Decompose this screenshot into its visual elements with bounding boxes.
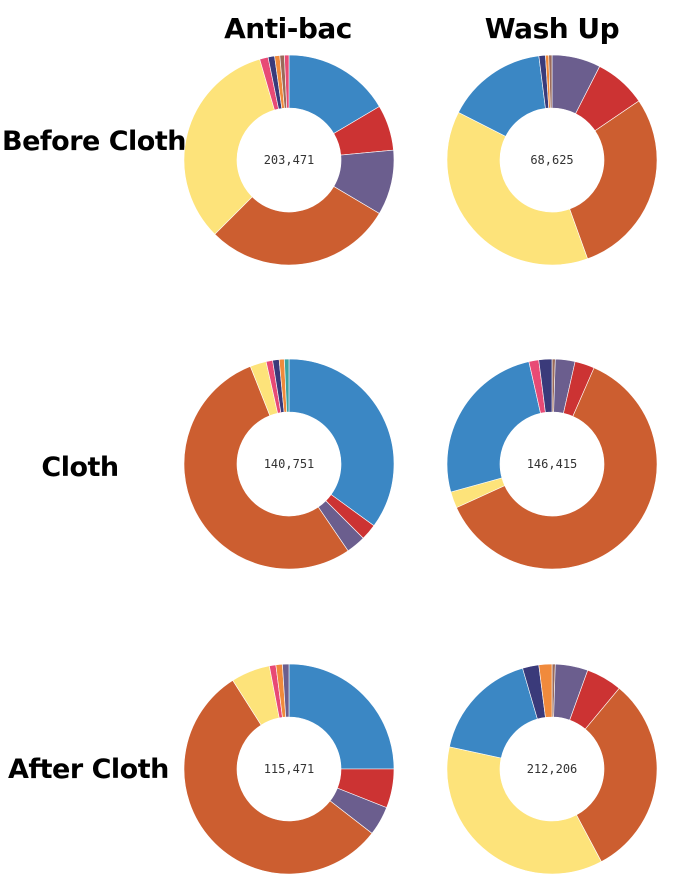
slice-wash-up-cloth-5-blue [446,361,541,493]
center-total-anti-bac-before-cloth: 203,471 [264,153,315,167]
row-label-before-cloth: Before Cloth [2,126,186,157]
donut-chart-anti-bac-after-cloth: 115,471 [183,663,395,875]
slice-anti-bac-after-cloth-7-purple [282,663,290,718]
slice-anti-bac-cloth-3-orange [183,365,349,570]
slice-wash-up-cloth-7-navy [538,358,553,413]
slice-anti-bac-before-cloth-9-pink [284,54,290,109]
column-header-wash-up: Wash Up [484,12,620,45]
center-total-wash-up-cloth: 146,415 [527,457,578,471]
slice-anti-bac-before-cloth-3-orange [214,186,380,266]
row-label-after-cloth: After Cloth [8,754,169,785]
donut-chart-wash-up-before-cloth: 68,625 [446,54,658,266]
donut-chart-wash-up-cloth: 146,415 [446,358,658,570]
slice-wash-up-before-cloth-7-brown [548,54,553,109]
center-total-anti-bac-after-cloth: 115,471 [264,762,315,776]
slice-anti-bac-after-cloth-0-blue [288,663,395,770]
slice-wash-up-after-cloth-5-blue [449,667,538,759]
slice-wash-up-after-cloth-4-yellow [446,746,602,875]
slice-wash-up-after-cloth-3-orange [576,687,658,863]
center-total-anti-bac-cloth: 140,751 [264,457,315,471]
center-total-wash-up-before-cloth: 68,625 [530,153,573,167]
donut-chart-anti-bac-cloth: 140,751 [183,358,395,570]
slice-wash-up-cloth-3-orange [456,367,658,570]
center-total-wash-up-after-cloth: 212,206 [527,762,578,776]
slice-wash-up-before-cloth-3-yellow [446,111,588,266]
slice-anti-bac-cloth-8-teal [284,358,290,413]
slice-anti-bac-after-cloth-3-orange [183,679,373,875]
slice-wash-up-after-cloth-7-lightorange [538,663,553,718]
column-header-anti-bac: Anti-bac [224,12,352,45]
donut-chart-wash-up-after-cloth: 212,206 [446,663,658,875]
slice-anti-bac-cloth-0-blue [288,358,395,527]
row-label-cloth: Cloth [41,452,119,483]
donut-chart-anti-bac-before-cloth: 203,471 [183,54,395,266]
slice-wash-up-before-cloth-2-orange [569,100,658,260]
slice-anti-bac-before-cloth-4-yellow [183,58,275,235]
